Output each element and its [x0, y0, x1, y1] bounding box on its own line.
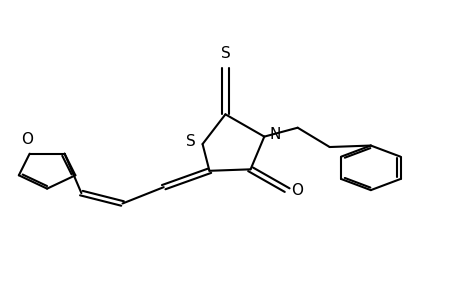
Text: N: N — [269, 127, 280, 142]
Text: O: O — [291, 183, 302, 198]
Text: S: S — [220, 46, 230, 61]
Text: S: S — [186, 134, 196, 149]
Text: O: O — [21, 132, 34, 147]
